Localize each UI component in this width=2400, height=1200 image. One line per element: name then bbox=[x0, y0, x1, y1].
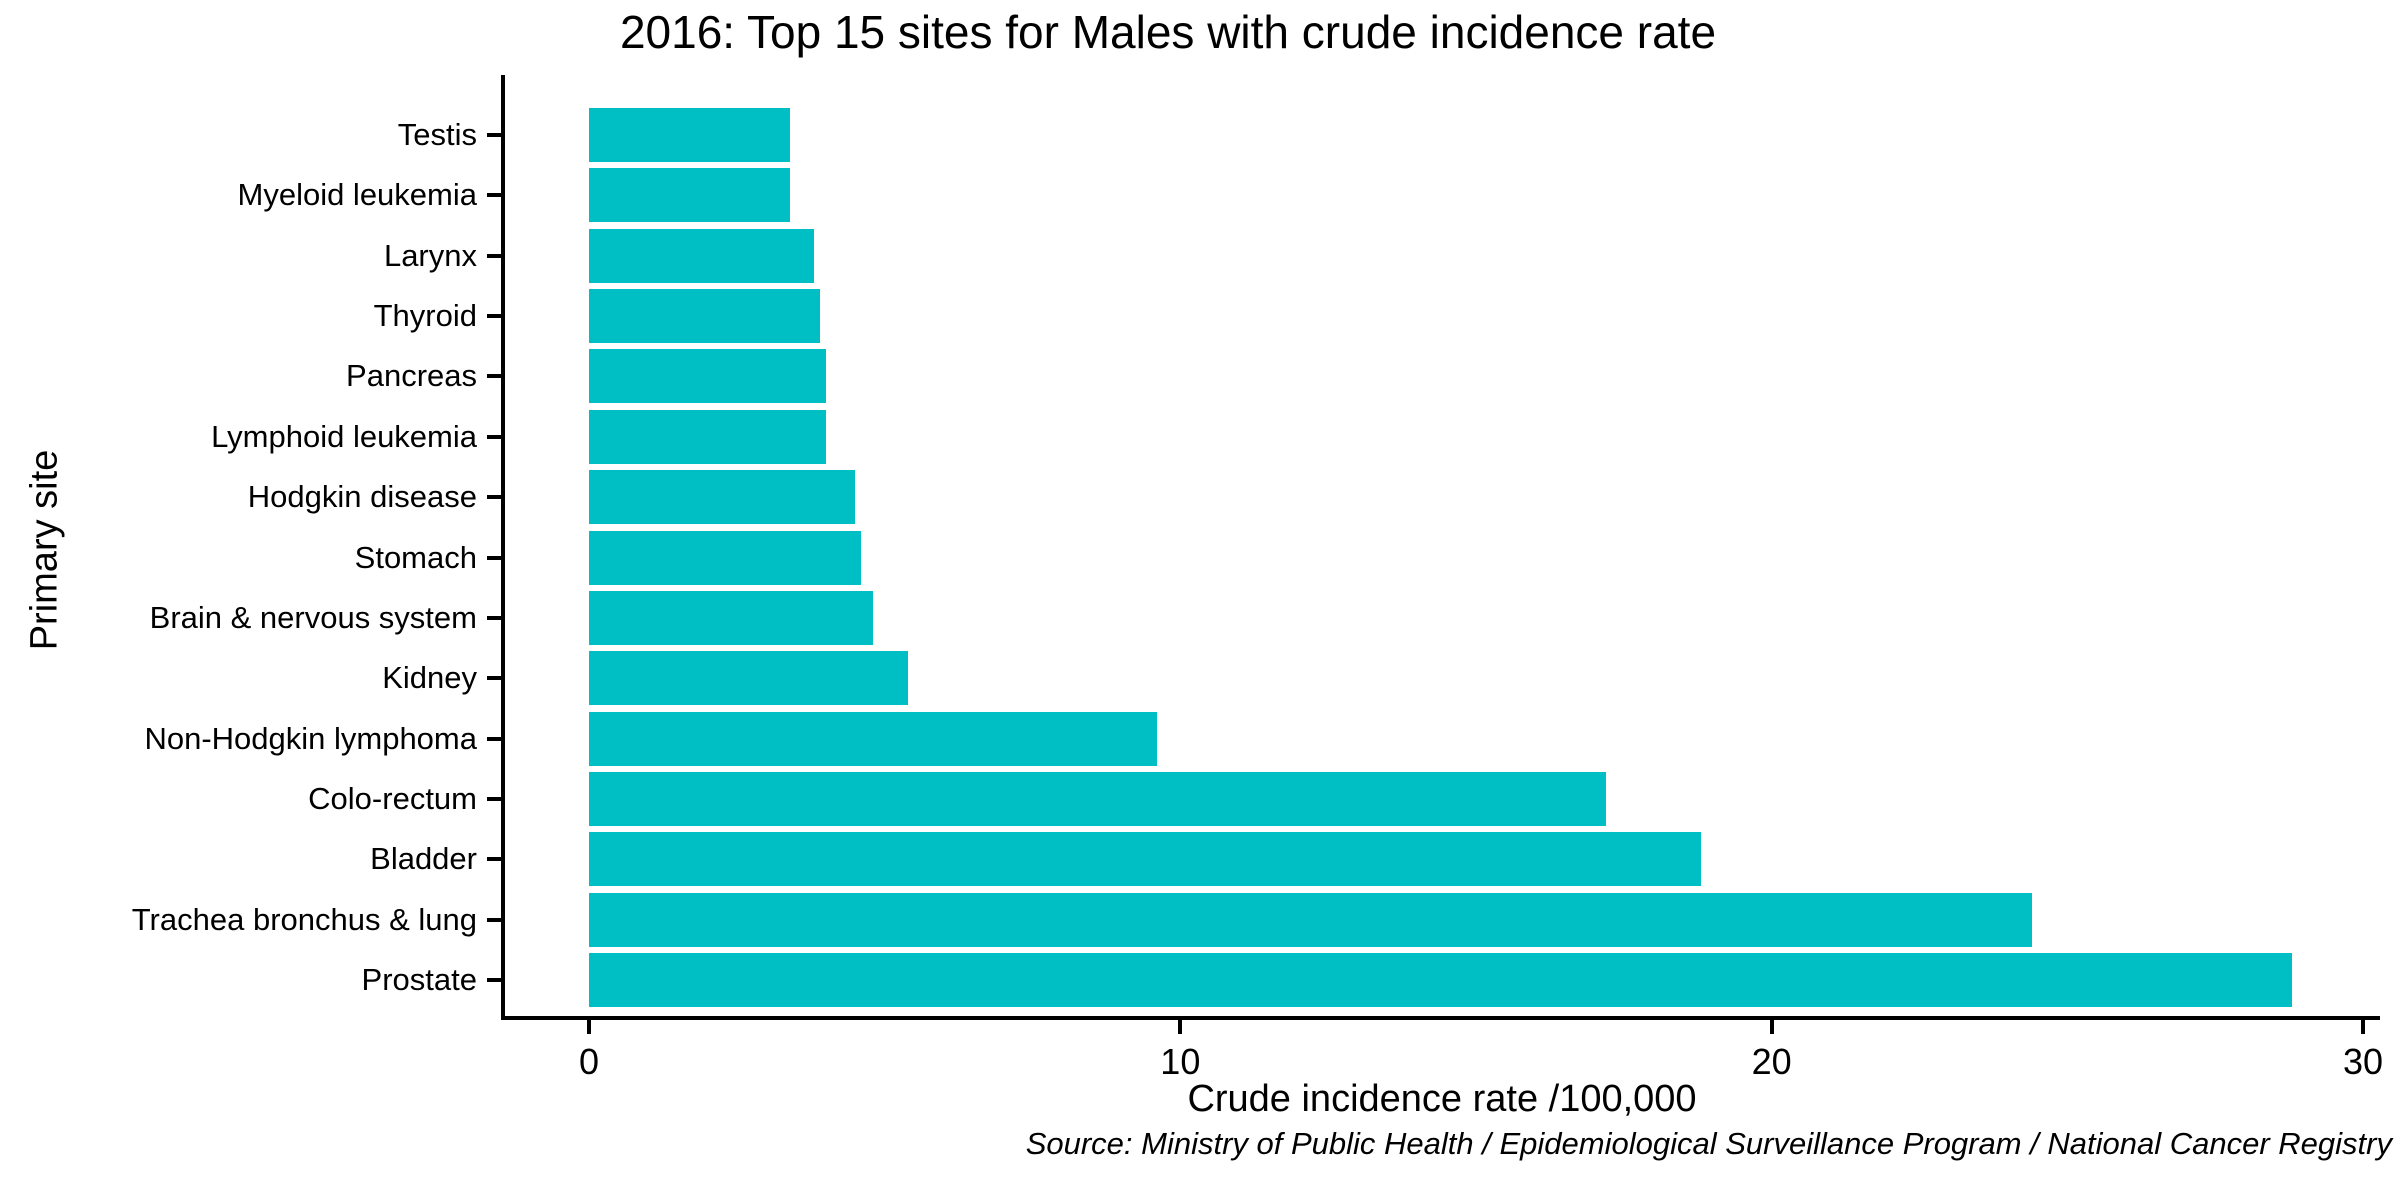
bar bbox=[589, 470, 855, 525]
x-axis-title: Crude incidence rate /100,000 bbox=[1187, 1078, 1697, 1120]
bar bbox=[589, 771, 1606, 826]
chart-title: 2016: Top 15 sites for Males with crude … bbox=[619, 6, 1717, 58]
category-label: Prostate bbox=[361, 962, 477, 997]
category-label: Larynx bbox=[383, 237, 477, 273]
y-tick-mark bbox=[487, 434, 501, 439]
y-tick-mark bbox=[487, 736, 501, 741]
category-label: Testis bbox=[397, 117, 477, 152]
bar bbox=[589, 289, 820, 344]
y-tick-mark bbox=[487, 615, 501, 620]
source-note: Source: Ministry of Public Health / Epid… bbox=[1025, 1126, 2392, 1161]
category-label: Pancreas bbox=[346, 358, 477, 394]
y-tick-mark bbox=[487, 314, 501, 319]
bar bbox=[589, 168, 790, 223]
category-label: Thyroid bbox=[373, 298, 477, 334]
category-label: Myeloid leukemia bbox=[237, 177, 478, 213]
x-tick-label: 20 bbox=[1751, 1041, 1792, 1082]
bar bbox=[589, 651, 908, 706]
bar bbox=[589, 832, 1701, 887]
category-label: Kidney bbox=[382, 660, 477, 696]
y-tick-mark bbox=[487, 796, 501, 801]
y-tick-mark bbox=[487, 133, 501, 137]
y-tick-mark bbox=[487, 495, 501, 500]
bar bbox=[589, 228, 814, 283]
x-tick-mark bbox=[1769, 1020, 1774, 1034]
bar bbox=[589, 953, 2292, 1007]
y-axis-line bbox=[501, 75, 505, 1020]
category-label: Bladder bbox=[370, 841, 477, 877]
x-tick-mark bbox=[1178, 1020, 1183, 1034]
y-tick-mark bbox=[487, 978, 501, 982]
y-tick-mark bbox=[487, 676, 501, 681]
y-tick-mark bbox=[487, 555, 501, 560]
bar bbox=[589, 409, 826, 464]
y-tick-mark bbox=[487, 193, 501, 198]
category-label: Stomach bbox=[354, 539, 477, 575]
category-label: Lymphoid leukemia bbox=[211, 418, 477, 454]
bar bbox=[589, 108, 790, 162]
category-label: Trachea bronchus & lung bbox=[131, 901, 477, 937]
x-tick-mark bbox=[587, 1020, 591, 1034]
bar bbox=[589, 892, 2032, 947]
bar bbox=[589, 349, 826, 404]
x-tick-label: 30 bbox=[2342, 1041, 2384, 1082]
category-label: Colo-rectum bbox=[308, 780, 477, 816]
x-tick-label: 0 bbox=[578, 1041, 600, 1082]
y-tick-mark bbox=[487, 857, 501, 862]
y-tick-mark bbox=[487, 253, 501, 258]
x-tick-mark bbox=[2361, 1020, 2365, 1034]
y-tick-mark bbox=[487, 917, 501, 922]
x-axis-line bbox=[501, 1016, 2380, 1020]
category-label: Brain & nervous system bbox=[149, 599, 477, 635]
category-label: Hodgkin disease bbox=[247, 479, 477, 515]
bar bbox=[589, 530, 861, 585]
bar bbox=[589, 590, 873, 645]
y-tick-mark bbox=[487, 374, 501, 379]
x-tick-label: 10 bbox=[1160, 1041, 1201, 1082]
category-label: Non-Hodgkin lymphoma bbox=[144, 720, 477, 756]
bar bbox=[589, 711, 1157, 766]
